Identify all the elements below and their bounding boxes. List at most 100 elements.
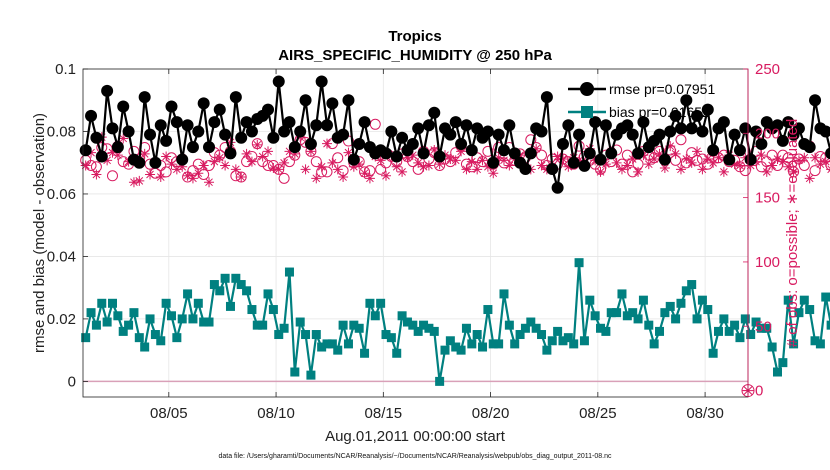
bias-point — [295, 317, 305, 327]
bias-point — [365, 298, 375, 308]
rmse-point — [460, 119, 473, 132]
obs-evaluated-point — [659, 163, 670, 174]
rmse-point — [803, 141, 816, 154]
bias-point — [225, 301, 235, 311]
obs-evaluated-point — [161, 151, 172, 162]
rmse-point — [219, 128, 232, 141]
bias-point — [574, 258, 584, 268]
obs-evaluated-point — [788, 166, 799, 177]
obs-evaluated-point — [187, 173, 198, 184]
rmse-point — [117, 100, 130, 113]
x-axis-label: Aug.01,2011 00:00:00 start — [325, 428, 506, 445]
rmse-point — [101, 84, 114, 97]
obs-evaluated-point — [279, 157, 290, 168]
bias-point — [537, 330, 547, 340]
obs-evaluated-point — [381, 170, 392, 181]
bias-point — [504, 320, 514, 330]
bias-point — [419, 320, 429, 330]
bias-point — [129, 308, 139, 318]
bias-point — [177, 314, 187, 324]
obs-possible-point — [809, 165, 821, 177]
obs-possible-point — [825, 160, 830, 171]
obs-evaluated-point — [364, 173, 375, 184]
obs-possible-point — [198, 168, 210, 180]
obs-evaluated-point — [423, 160, 434, 171]
rmse-point — [106, 122, 119, 135]
rmse-point — [422, 119, 435, 132]
obs-evaluated-point — [220, 160, 231, 171]
rmse-point — [186, 141, 199, 154]
obs-evaluated-point — [557, 154, 568, 165]
bias-point — [531, 323, 541, 333]
y-left-tick-label: 0.04 — [47, 248, 76, 265]
rmse-point — [503, 119, 516, 132]
bias-point — [606, 308, 616, 318]
obs-evaluated-point — [193, 168, 204, 179]
bias-point — [553, 326, 563, 336]
rmse-point — [825, 147, 830, 160]
legend-rmse-label: rmse pr=0.07951 — [609, 81, 715, 97]
bias-point — [676, 298, 686, 308]
obs-possible-point — [782, 152, 794, 164]
bias-point — [451, 342, 461, 352]
x-tick-label: 08/10 — [257, 405, 295, 422]
bias-point — [284, 267, 294, 277]
obs-evaluated-point — [600, 159, 611, 170]
bias-point — [746, 330, 756, 340]
bias-point — [317, 342, 327, 352]
y-axis-left: 0 0.02 0.04 0.06 0.08 0.1 — [47, 61, 88, 390]
rmse-point — [744, 153, 757, 166]
bias-point — [778, 358, 788, 368]
obs-evaluated-point — [756, 150, 767, 161]
bias-point — [622, 311, 632, 321]
bias-point — [740, 314, 750, 324]
data-file-note: data file: /Users/gharamti/Documents/NCA… — [218, 453, 612, 460]
obs-possible-point — [369, 118, 381, 130]
rmse-point — [685, 122, 698, 135]
rmse-point — [154, 119, 167, 132]
bias-point — [628, 308, 638, 318]
obs-possible-point — [106, 170, 118, 182]
obs-possible-point — [739, 165, 751, 177]
bias-point — [810, 336, 820, 346]
obs-evaluated-point — [622, 160, 633, 171]
bias-point — [547, 336, 557, 346]
rmse-point — [444, 128, 457, 141]
rmse-point — [326, 97, 339, 110]
rmse-point — [546, 162, 559, 175]
obs-evaluated-point — [793, 155, 804, 166]
obs-evaluated-point — [472, 164, 483, 175]
obs-evaluated-point — [418, 161, 429, 172]
rmse-point — [288, 141, 301, 154]
bias-point — [563, 333, 573, 343]
chart-subtitle: AIRS_SPECIFIC_HUMIDITY @ 250 hPa — [278, 47, 552, 64]
rmse-point — [90, 131, 103, 144]
rmse-point — [299, 94, 312, 107]
bias-point — [644, 320, 654, 330]
bias-point — [402, 317, 412, 327]
bias-point — [193, 298, 203, 308]
bias-point — [617, 289, 627, 299]
obs-evaluated-point — [397, 166, 408, 177]
bias-point — [134, 333, 144, 343]
obs-possible-point — [777, 149, 789, 161]
obs-evaluated-point — [434, 159, 445, 170]
bias-point — [408, 320, 418, 330]
rmse-point — [632, 147, 645, 160]
obs-evaluated-point — [332, 164, 343, 175]
rmse-point — [337, 128, 350, 141]
bias-point — [499, 289, 509, 299]
rmse-point — [310, 119, 323, 132]
bias-point — [815, 339, 825, 349]
chart-title: Tropics — [388, 28, 441, 45]
bias-point — [515, 330, 525, 340]
y-axis-right: 0 50 100 150 200 250 — [743, 61, 780, 400]
obs-possible-point — [702, 158, 714, 170]
bias-point — [140, 342, 150, 352]
bias-point — [596, 323, 606, 333]
bias-point — [526, 317, 536, 327]
bias-point — [649, 339, 659, 349]
obs-possible-point — [627, 166, 639, 178]
obs-possible-point — [160, 166, 172, 178]
bias-point — [697, 295, 707, 305]
